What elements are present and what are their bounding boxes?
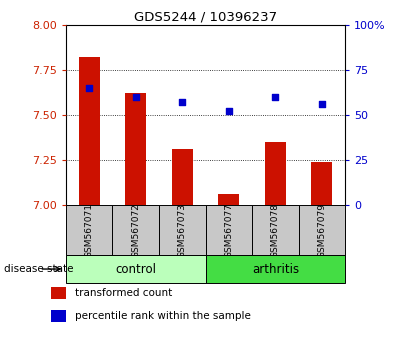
- Text: GSM567072: GSM567072: [131, 202, 140, 258]
- Bar: [206, 205, 252, 255]
- Bar: [51, 287, 66, 299]
- Title: GDS5244 / 10396237: GDS5244 / 10396237: [134, 11, 277, 24]
- Bar: [265, 142, 286, 205]
- Bar: [66, 205, 112, 255]
- Point: [272, 94, 279, 100]
- Bar: [312, 162, 332, 205]
- Point: [179, 99, 185, 105]
- Text: GSM567078: GSM567078: [271, 202, 280, 258]
- Bar: [125, 93, 146, 205]
- Bar: [159, 205, 206, 255]
- Bar: [206, 255, 345, 283]
- Point: [319, 101, 325, 107]
- Bar: [252, 205, 299, 255]
- Point: [132, 94, 139, 100]
- Bar: [299, 205, 345, 255]
- Bar: [218, 194, 239, 205]
- Text: GSM567073: GSM567073: [178, 202, 187, 258]
- Point: [86, 85, 92, 91]
- Text: percentile rank within the sample: percentile rank within the sample: [75, 311, 251, 321]
- Bar: [66, 255, 206, 283]
- Text: control: control: [115, 263, 156, 275]
- Point: [226, 109, 232, 114]
- Text: GSM567071: GSM567071: [85, 202, 94, 258]
- Text: transformed count: transformed count: [75, 289, 173, 298]
- Bar: [51, 310, 66, 322]
- Bar: [79, 57, 99, 205]
- Text: arthritis: arthritis: [252, 263, 299, 275]
- Bar: [112, 205, 159, 255]
- Text: GSM567077: GSM567077: [224, 202, 233, 258]
- Bar: [172, 149, 193, 205]
- Text: disease state: disease state: [4, 264, 74, 274]
- Text: GSM567079: GSM567079: [317, 202, 326, 258]
